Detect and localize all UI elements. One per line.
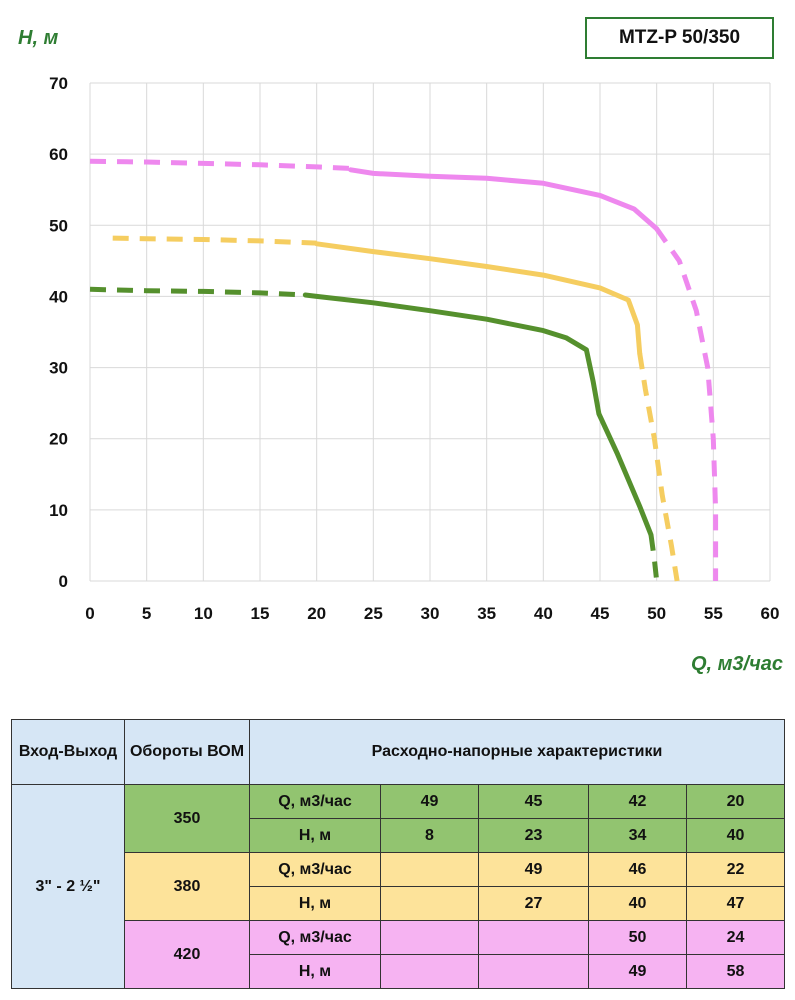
cell-h bbox=[478, 954, 589, 989]
x-tick-label: 50 bbox=[647, 604, 666, 623]
curves bbox=[89, 158, 719, 582]
x-tick-label: 35 bbox=[477, 604, 496, 623]
rpm-380: 380 bbox=[124, 852, 250, 921]
x-tick-label: 20 bbox=[307, 604, 326, 623]
tick-labels: 0 5 10 15 20 25 30 35 40 45 50 55 60 0 10 20 30 40 50 60 70 bbox=[49, 74, 779, 623]
cell-h: 49 bbox=[588, 954, 687, 989]
x-tick-label: 5 bbox=[142, 604, 151, 623]
series-1-dashed-end bbox=[637, 352, 680, 582]
series-0-dashed-start bbox=[89, 158, 351, 171]
x-tick-label: 0 bbox=[85, 604, 94, 623]
cell-h: 23 bbox=[478, 818, 589, 853]
cell-q: 46 bbox=[588, 852, 687, 887]
series-2-dashed-start bbox=[89, 286, 306, 298]
model-name-box: MTZ-P 50/350 bbox=[585, 17, 774, 59]
h-label: Н, м bbox=[249, 886, 381, 921]
h-label: Н, м bbox=[249, 818, 381, 853]
rpm-420: 420 bbox=[124, 920, 250, 989]
cell-q: 45 bbox=[478, 784, 589, 819]
cell-q: 49 bbox=[478, 852, 589, 887]
series-0-solid bbox=[348, 167, 660, 232]
x-tick-label: 40 bbox=[534, 604, 553, 623]
q-label: Q, м3/час bbox=[249, 852, 381, 887]
x-tick-label: 25 bbox=[364, 604, 383, 623]
inout-value: 3" - 2 ½" bbox=[11, 784, 125, 989]
cell-h: 47 bbox=[686, 886, 785, 921]
spec-table: Вход-Выход Обороты ВОМ Расходно-напорные… bbox=[11, 719, 785, 989]
header-rpm: Обороты ВОМ bbox=[124, 719, 250, 785]
cell-q: 49 bbox=[380, 784, 479, 819]
y-tick-label: 0 bbox=[59, 572, 68, 591]
y-tick-label: 70 bbox=[49, 74, 68, 93]
y-tick-label: 30 bbox=[49, 359, 68, 378]
y-tick-label: 40 bbox=[49, 287, 68, 306]
y-axis-label: H, м bbox=[18, 27, 59, 49]
q-label: Q, м3/час bbox=[249, 784, 381, 819]
x-tick-label: 15 bbox=[251, 604, 270, 623]
cell-h: 40 bbox=[588, 886, 687, 921]
series-1-dashed-start bbox=[112, 235, 317, 246]
q-label: Q, м3/час bbox=[249, 920, 381, 955]
series-1-solid bbox=[314, 241, 643, 356]
cell-h: 27 bbox=[478, 886, 589, 921]
h-label: Н, м bbox=[249, 954, 381, 989]
x-tick-label: 10 bbox=[194, 604, 213, 623]
cell-h bbox=[380, 954, 479, 989]
rpm-350: 350 bbox=[124, 784, 250, 853]
x-axis-label: Q, м3/час bbox=[691, 653, 783, 675]
series-2-solid bbox=[302, 292, 654, 538]
y-tick-label: 10 bbox=[49, 501, 68, 520]
y-tick-label: 50 bbox=[49, 216, 68, 235]
cell-h: 40 bbox=[686, 818, 785, 853]
header-inout: Вход-Выход bbox=[11, 719, 125, 785]
series-2-dashed-end bbox=[648, 534, 660, 582]
grid-lines bbox=[89, 82, 771, 582]
x-tick-label: 60 bbox=[761, 604, 780, 623]
cell-q: 24 bbox=[686, 920, 785, 955]
cell-q bbox=[478, 920, 589, 955]
x-tick-label: 30 bbox=[421, 604, 440, 623]
cell-h: 58 bbox=[686, 954, 785, 989]
cell-q: 42 bbox=[588, 784, 687, 819]
x-tick-label: 55 bbox=[704, 604, 723, 623]
cell-h: 8 bbox=[380, 818, 479, 853]
header-characteristics: Расходно-напорные характеристики bbox=[249, 719, 785, 785]
cell-q: 20 bbox=[686, 784, 785, 819]
performance-chart: 0 5 10 15 20 25 30 35 40 45 50 55 60010203040506070 … bbox=[18, 27, 783, 675]
cell-q: 50 bbox=[588, 920, 687, 955]
cell-q bbox=[380, 920, 479, 955]
y-tick-label: 20 bbox=[49, 430, 68, 449]
cell-q bbox=[380, 852, 479, 887]
y-tick-label: 60 bbox=[49, 145, 68, 164]
cell-h bbox=[380, 886, 479, 921]
x-tick-label: 45 bbox=[591, 604, 610, 623]
cell-h: 34 bbox=[588, 818, 687, 853]
cell-q: 22 bbox=[686, 852, 785, 887]
series-0-dashed-end bbox=[654, 227, 719, 581]
